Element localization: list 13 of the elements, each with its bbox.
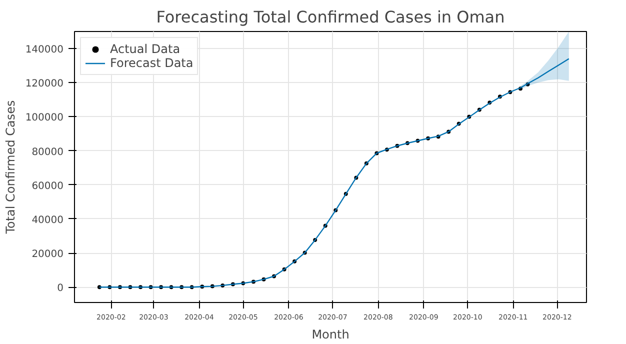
y-tick-label: 20000: [32, 249, 64, 260]
legend-label: Actual Data: [110, 42, 180, 56]
y-tick-label: 0: [57, 283, 64, 294]
legend-label: Forecast Data: [110, 56, 194, 70]
x-axis-title: Month: [312, 328, 350, 342]
y-tick-label: 100000: [25, 112, 64, 124]
y-axis-title: Total Confirmed Cases: [3, 100, 18, 235]
y-tick-label: 40000: [32, 214, 64, 226]
chart-title: Forecasting Total Confirmed Cases in Oman: [156, 8, 505, 26]
y-tick-label: 60000: [32, 180, 64, 192]
y-tick-label: 120000: [25, 78, 64, 90]
y-tick-label: 140000: [25, 44, 64, 56]
y-tick-label: 80000: [32, 146, 64, 158]
